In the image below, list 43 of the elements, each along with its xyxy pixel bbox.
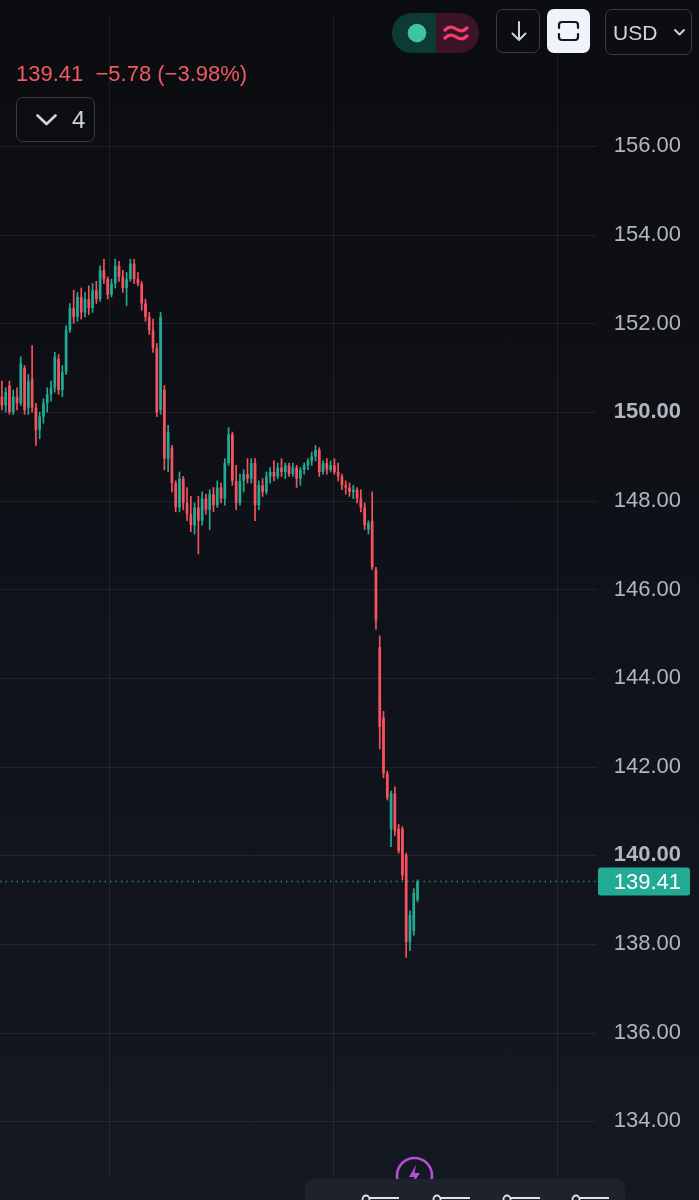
ref-line-label: 139.41	[613, 868, 681, 894]
candlestick	[212, 487, 215, 513]
y-tick-label: 156.00	[613, 132, 681, 158]
candlestick	[26, 374, 30, 415]
candlestick	[265, 471, 268, 495]
y-tick-label: 146.00	[613, 575, 681, 601]
y-tick-label: 136.00	[613, 1018, 681, 1044]
candlestick	[351, 484, 355, 499]
candlestick	[178, 471, 181, 513]
candlestick	[246, 458, 249, 484]
candlestick	[280, 458, 283, 477]
candlestick	[159, 312, 162, 415]
candlestick	[299, 467, 302, 486]
y-tick-label: 142.00	[613, 752, 681, 778]
y-tick-label: 140.00	[613, 841, 681, 867]
y-tick-label: 144.00	[613, 664, 681, 690]
y-tick-label: 138.00	[613, 930, 681, 956]
y-tick-label: 152.00	[613, 309, 681, 335]
candlestick	[76, 292, 79, 322]
text: 139.41 −5.78 (−3.98%)	[16, 61, 248, 87]
y-tick-label: 150.00	[613, 398, 681, 424]
candlestick	[295, 465, 298, 488]
annotation: 4	[72, 106, 86, 133]
candlestick	[163, 385, 166, 471]
dropdown-button: 4	[16, 97, 95, 142]
candlestick	[125, 272, 128, 307]
candlestick	[91, 283, 94, 313]
dropdown-button: USD	[605, 9, 692, 55]
candlestick	[314, 445, 317, 462]
candlestick	[367, 520, 370, 535]
y-tick-label: 148.00	[613, 486, 681, 512]
candlestick	[57, 354, 60, 395]
candlestick	[261, 478, 264, 497]
candlestick	[193, 502, 196, 535]
candlestick	[197, 496, 200, 555]
candlestick	[94, 281, 98, 304]
candlestick	[348, 482, 351, 497]
y-tick-label: 154.00	[613, 220, 681, 246]
candlestick	[8, 380, 11, 415]
candlestick	[23, 365, 26, 415]
candlestick	[129, 258, 132, 282]
candlestick	[329, 460, 332, 473]
y-tick-label: 134.00	[613, 1107, 681, 1133]
